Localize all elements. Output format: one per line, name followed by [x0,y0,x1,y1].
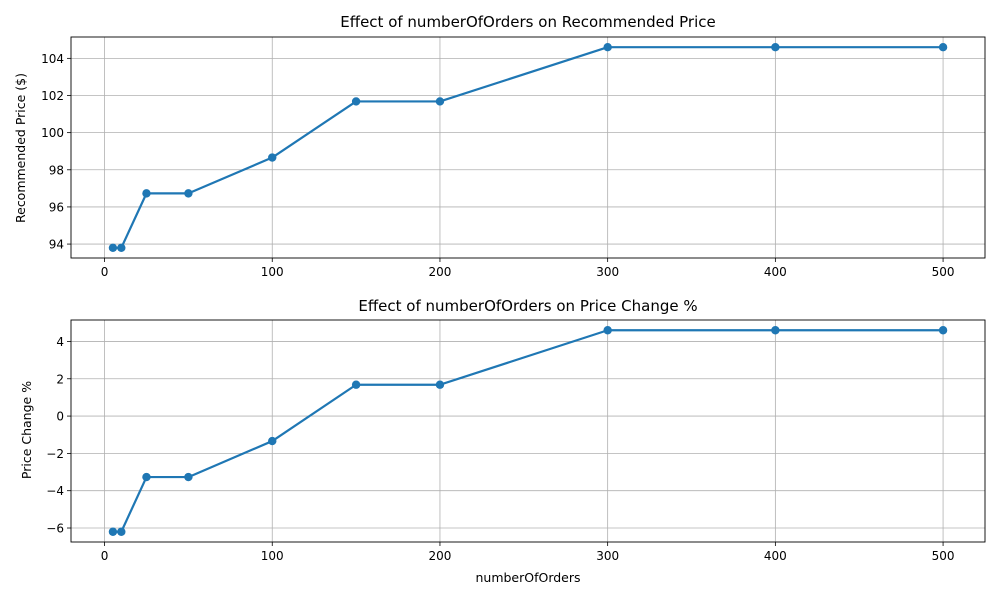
x-tick-label: 400 [764,549,787,563]
y-tick-label: 98 [49,163,64,177]
data-point [184,189,193,198]
data-point [938,326,948,335]
grid [71,320,985,542]
series-line [112,46,944,249]
y-tick-label: 0 [56,410,64,424]
y-tick-label: 100 [41,126,64,140]
y-tick-label: 96 [49,200,64,214]
x-tick-label: 0 [101,549,109,563]
series-line [112,329,944,533]
data-point [184,472,193,482]
grid [71,37,985,258]
x-axis-label: numberOfOrders [475,570,580,585]
data-point [108,527,118,536]
x-tick-label: 0 [101,265,109,279]
x-tick-label: 300 [596,549,619,563]
x-tick-label: 300 [596,265,619,279]
y-tick-label: 94 [49,238,64,252]
y-tick-label: 102 [41,89,64,103]
y-tick-label: 2 [56,372,64,386]
plot-frame [70,36,986,259]
data-point [771,43,780,52]
recommended-price-chart: Effect of numberOfOrders on Recommended … [13,13,986,279]
y-tick-label: −2 [46,447,64,461]
data-point [268,153,277,162]
data-point [771,326,780,335]
x-tick-label: 400 [764,265,787,279]
data-point [117,243,126,252]
y-tick-label: −4 [46,484,64,498]
y-axis-label: Recommended Price ($) [13,73,28,223]
plot-frame [70,319,986,543]
data-point [142,189,151,198]
y-tick-label: 104 [41,52,64,66]
x-tick-label: 100 [261,265,284,279]
data-point [268,436,277,446]
data-point [351,97,361,106]
chart-title: Effect of numberOfOrders on Recommended … [340,13,715,31]
x-tick-label: 200 [429,549,452,563]
data-point [938,43,948,52]
y-tick-label: 4 [56,335,64,349]
data-point [108,243,118,252]
data-point [603,326,612,335]
x-tick-label: 100 [261,549,284,563]
data-point [142,472,151,482]
data-point [603,43,612,52]
data-point [435,380,445,389]
chart-title: Effect of numberOfOrders on Price Change… [358,297,697,315]
data-point [435,97,445,106]
data-point [351,380,361,389]
price-change-chart: Effect of numberOfOrders on Price Change… [19,297,986,585]
x-tick-label: 500 [932,549,955,563]
data-point [117,527,126,536]
x-tick-label: 500 [932,265,955,279]
y-axis-label: Price Change % [19,381,34,479]
y-tick-label: −6 [46,522,64,536]
x-tick-label: 200 [429,265,452,279]
